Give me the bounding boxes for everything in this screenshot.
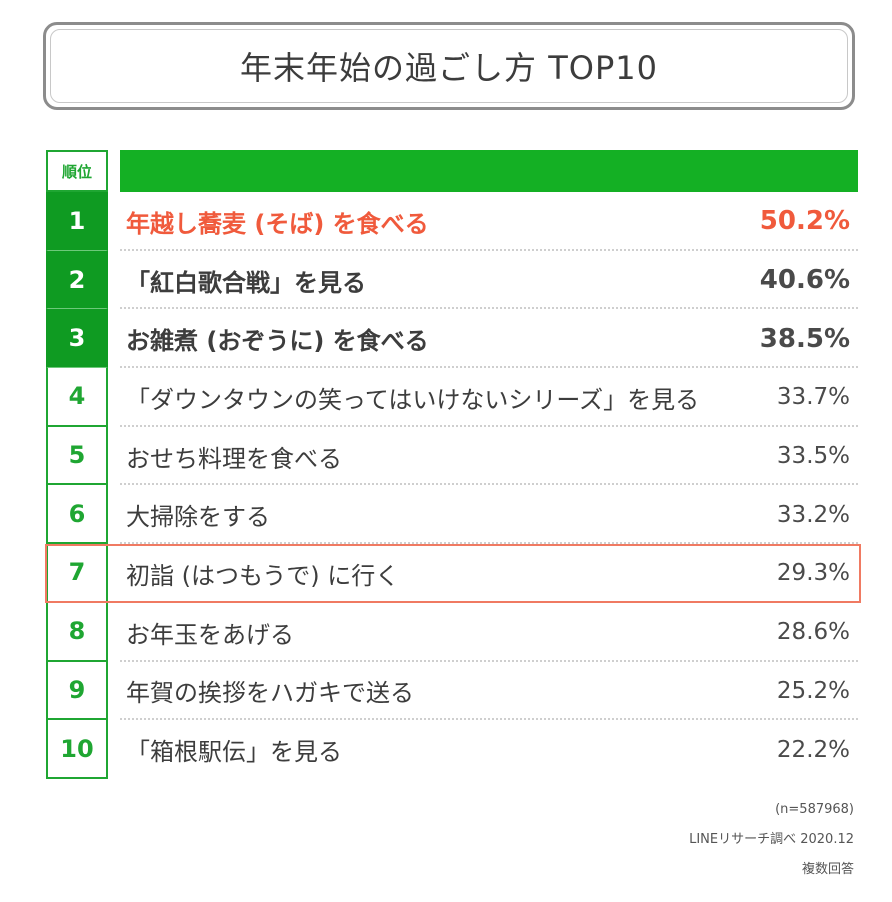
row-divider	[120, 483, 858, 486]
percentage-value: 50.2%	[759, 206, 850, 237]
row-divider	[120, 248, 858, 251]
table-row: 9 年賀の挨拶をハガキで送る 25.2%	[46, 661, 858, 721]
activity-label: 「箱根駅伝」を見る	[126, 738, 342, 767]
table-row: 3 お雑煮 (おぞうに) を食べる 38.5%	[46, 309, 858, 369]
table-row: 6 大掃除をする 33.2%	[46, 485, 858, 545]
percentage-value: 29.3%	[776, 560, 850, 587]
activity-label: 大掃除をする	[126, 503, 270, 532]
activity-label: おせち料理を食べる	[126, 444, 342, 473]
rank-cell: 7	[46, 544, 108, 603]
rank-cell: 9	[46, 661, 108, 721]
rank-cell: 1	[46, 192, 108, 251]
row-divider	[120, 307, 858, 310]
rank-cell: 5	[46, 426, 108, 486]
answer-type-note: 複数回答	[801, 862, 854, 877]
ranking-table: 1 年越し蕎麦 (そば) を食べる 50.2% 2 「紅白歌合戦」を見る 40.6% 3 お雑…	[45, 192, 861, 779]
page-title: 年末年始の過ごし方 TOP10	[240, 49, 658, 87]
title-box: 年末年始の過ごし方 TOP10	[43, 22, 855, 110]
percentage-value: 33.5%	[776, 443, 850, 470]
percentage-value: 28.6%	[776, 619, 850, 646]
rank-cell: 8	[46, 602, 108, 662]
percentage-value: 38.5%	[759, 323, 850, 354]
header-bar	[120, 150, 858, 192]
source-note: LINEリサーチ調べ 2020.12	[689, 832, 854, 847]
rank-cell: 10	[46, 720, 108, 779]
rank-cell: 4	[46, 368, 108, 427]
rank-column-header: 順位	[46, 150, 108, 192]
percentage-value: 25.2%	[776, 677, 850, 704]
table-row: 2 「紅白歌合戦」を見る 40.6%	[46, 250, 858, 310]
percentage-value: 33.2%	[776, 501, 850, 528]
row-divider	[120, 366, 858, 369]
table-row: 4 「ダウンタウンの笑ってはいけないシリーズ」を見る 33.7%	[46, 368, 858, 427]
table-row: 8 お年玉をあげる 28.6%	[46, 602, 858, 662]
activity-label: 年越し蕎麦 (そば) を食べる	[126, 209, 429, 238]
table-row: 1 年越し蕎麦 (そば) を食べる 50.2%	[46, 192, 858, 251]
activity-label: お年玉をあげる	[126, 620, 294, 649]
row-divider	[120, 542, 858, 545]
table-row: 7 初詣 (はつもうで) に行く 29.3%	[45, 544, 861, 603]
percentage-value: 33.7%	[776, 384, 850, 411]
activity-label: 「紅白歌合戦」を見る	[126, 268, 366, 297]
row-divider	[120, 718, 858, 721]
rank-cell: 6	[46, 485, 108, 545]
rank-cell: 2	[46, 250, 108, 310]
activity-label: 「ダウンタウンの笑ってはいけないシリーズ」を見る	[126, 385, 700, 414]
activity-label: お雑煮 (おぞうに) を食べる	[126, 327, 429, 356]
rank-cell: 3	[46, 309, 108, 369]
row-divider	[120, 659, 858, 662]
percentage-value: 22.2%	[776, 736, 850, 763]
percentage-value: 40.6%	[759, 265, 850, 296]
activity-label: 初詣 (はつもうで) に行く	[126, 561, 400, 590]
activity-label: 年賀の挨拶をハガキで送る	[126, 679, 414, 708]
row-divider	[120, 424, 858, 427]
table-row: 5 おせち料理を食べる 33.5%	[46, 426, 858, 486]
table-row: 10 「箱根駅伝」を見る 22.2%	[46, 720, 858, 779]
sample-size-note: (n=587968)	[775, 802, 854, 817]
footnotes: (n=587968) LINEリサーチ調べ 2020.12 複数回答	[689, 795, 854, 885]
